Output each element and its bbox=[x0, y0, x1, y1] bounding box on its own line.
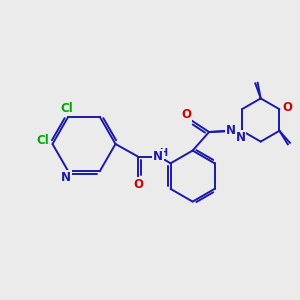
Text: N: N bbox=[153, 150, 163, 163]
Text: Cl: Cl bbox=[37, 134, 49, 148]
Text: Cl: Cl bbox=[60, 102, 73, 115]
Text: N: N bbox=[236, 131, 245, 144]
Text: O: O bbox=[282, 101, 292, 114]
Text: N: N bbox=[61, 171, 71, 184]
Text: N: N bbox=[226, 124, 236, 137]
Text: O: O bbox=[133, 178, 143, 191]
Text: H: H bbox=[159, 148, 167, 158]
Text: O: O bbox=[181, 108, 191, 121]
